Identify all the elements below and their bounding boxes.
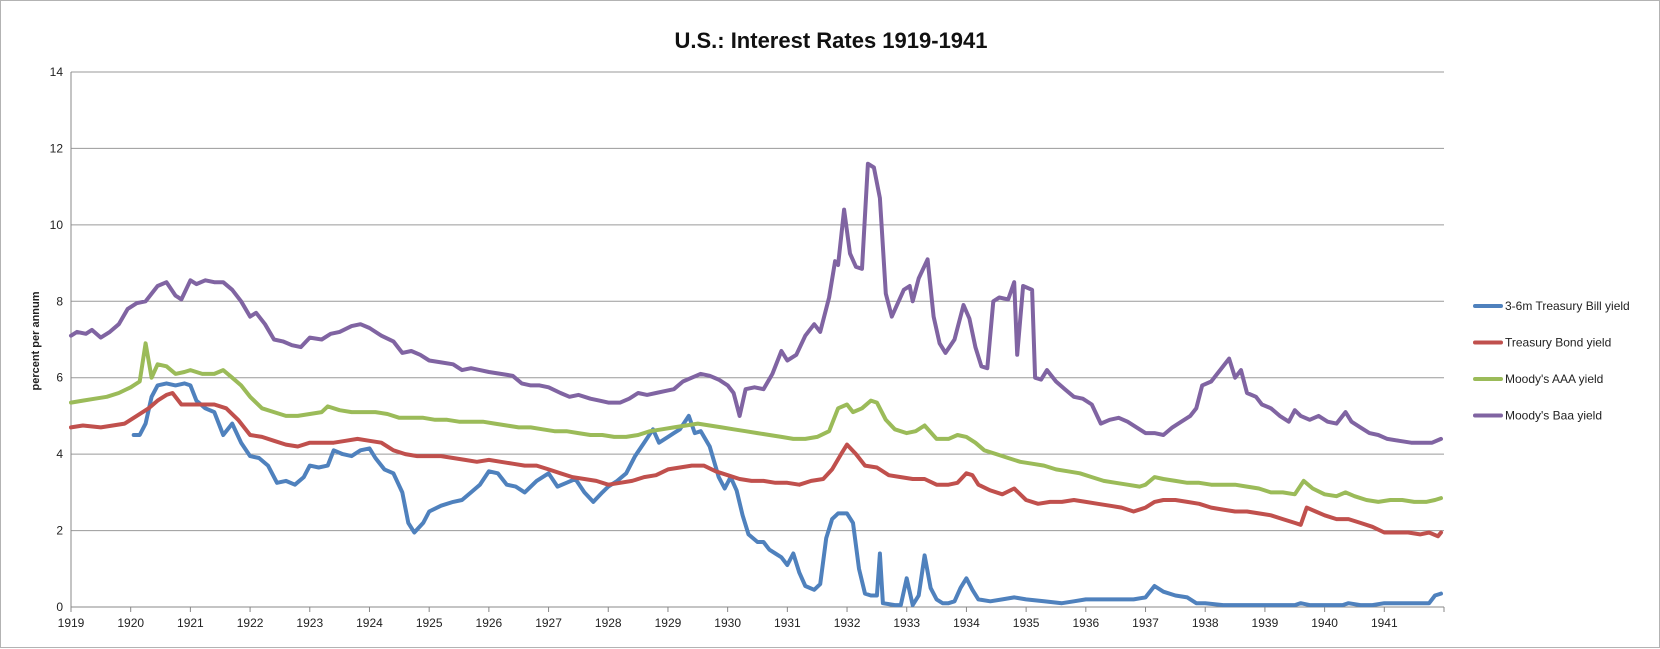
- y-tick-label: 0: [56, 600, 63, 614]
- y-tick-label: 14: [50, 65, 64, 79]
- x-tick-label: 1935: [1013, 616, 1040, 630]
- x-tick-label: 1937: [1132, 616, 1159, 630]
- series-line-3: [69, 341, 1443, 504]
- y-axis-label: percent per annum: [30, 291, 42, 390]
- x-tick-label: 1938: [1192, 616, 1219, 630]
- series-layer: [69, 161, 1443, 608]
- legend-label-1: 3-6m Treasury Bill yield: [1505, 299, 1630, 313]
- legend: 3-6m Treasury Bill yield Treasury Bond yi…: [1473, 299, 1630, 423]
- series-line-1: [131, 381, 1443, 608]
- x-tick-label: 1928: [595, 616, 622, 630]
- x-tick-label: 1939: [1252, 616, 1279, 630]
- y-tick-label: 4: [56, 447, 63, 461]
- x-tick-label: 1930: [714, 616, 741, 630]
- y-tick-label: 2: [56, 524, 63, 538]
- x-tick-label: 1933: [893, 616, 920, 630]
- x-tick-label: 1940: [1311, 616, 1338, 630]
- series-line-4: [69, 161, 1443, 445]
- x-tick-label: 1931: [774, 616, 801, 630]
- x-tick-label: 1929: [655, 616, 682, 630]
- x-tick-label: 1919: [58, 616, 85, 630]
- y-tick-label: 8: [56, 294, 63, 308]
- legend-label-2: Treasury Bond yield: [1505, 336, 1611, 350]
- x-tick-label: 1932: [834, 616, 861, 630]
- x-tick-label: 1941: [1371, 616, 1398, 630]
- x-tick-label: 1925: [416, 616, 443, 630]
- x-tick-label: 1922: [237, 616, 264, 630]
- x-tick-label: 1924: [356, 616, 383, 630]
- x-tick-label: 1923: [296, 616, 323, 630]
- y-tick-label: 12: [50, 141, 64, 155]
- x-tick-label: 1926: [476, 616, 503, 630]
- grid-layer: [71, 71, 1444, 608]
- x-tick-label: 1934: [953, 616, 980, 630]
- x-tick-label: 1927: [535, 616, 562, 630]
- legend-label-3: Moody's AAA yield: [1505, 372, 1603, 386]
- x-tick-label: 1920: [117, 616, 144, 630]
- x-tick-label: 1936: [1072, 616, 1099, 630]
- legend-label-4: Moody's Baa yield: [1505, 409, 1602, 423]
- series-line-2: [69, 391, 1443, 539]
- x-tick-label: 1921: [177, 616, 204, 630]
- y-tick-label: 10: [50, 218, 64, 232]
- axis-layer: 0 2 4 6 8 10 12 14 1919 1920 1921 1922 1923 1924 1925 1…: [50, 65, 1445, 630]
- chart-title: U.S.: Interest Rates 1919-1941: [674, 28, 987, 53]
- y-tick-label: 6: [56, 371, 63, 385]
